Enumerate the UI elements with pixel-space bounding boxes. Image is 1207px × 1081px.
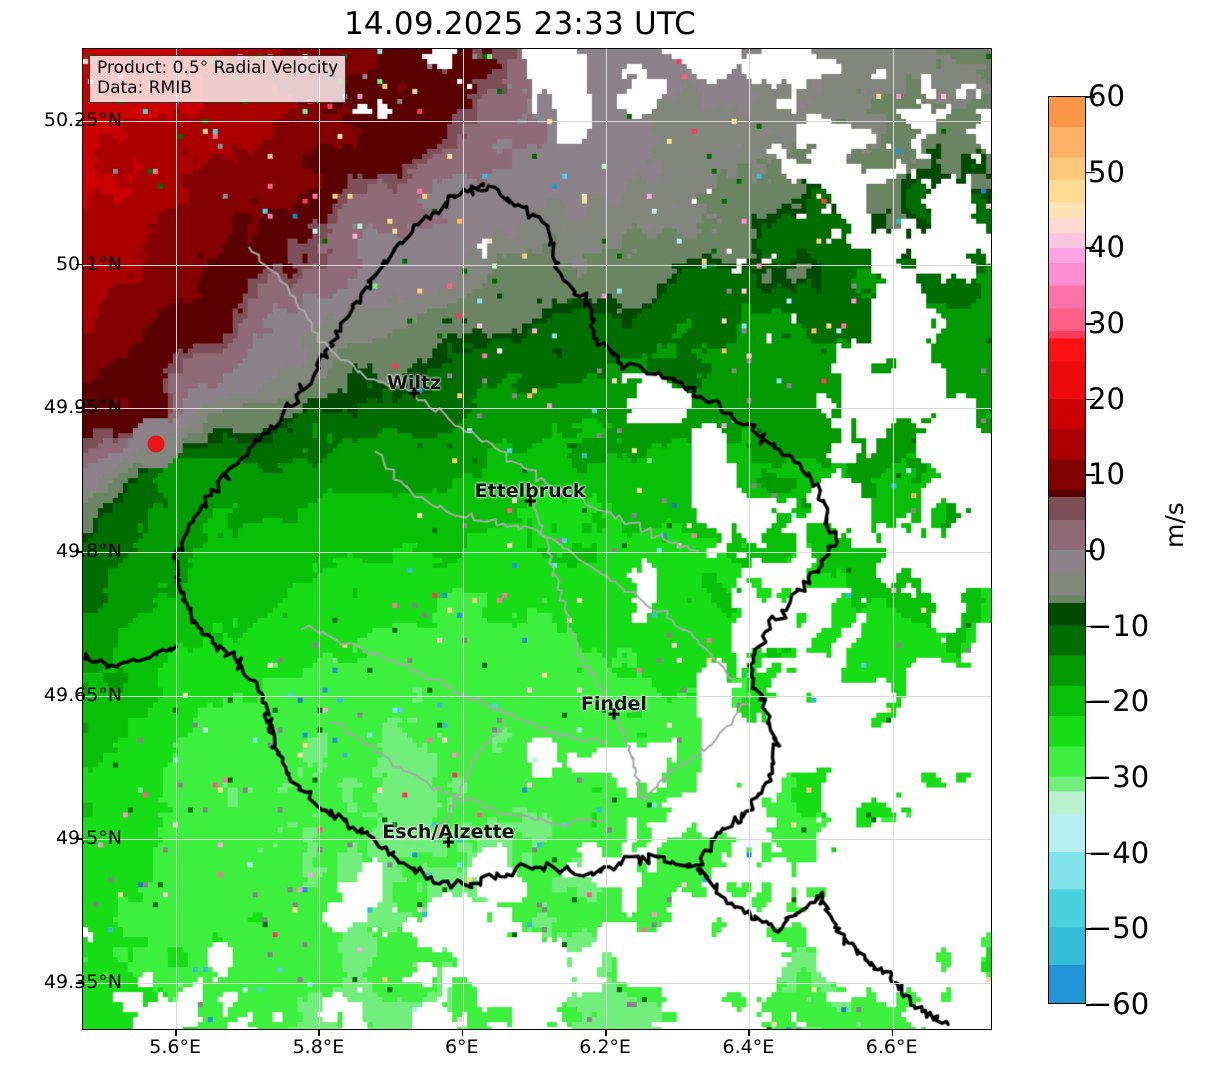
y-axis-tick-label: 49.35°N xyxy=(43,971,122,994)
gridline-horizontal xyxy=(83,408,991,410)
gridline-vertical xyxy=(462,49,464,1029)
colorbar-tickmark xyxy=(1086,625,1095,628)
y-tickmark xyxy=(76,694,82,697)
x-tickmark xyxy=(175,1030,177,1036)
city-label-esch-alzette: Esch/Alzette xyxy=(382,821,515,844)
colorbar-tick-label: 60 xyxy=(1088,79,1125,113)
y-tickmark xyxy=(76,982,82,984)
x-axis-tick-label: 5.8°E xyxy=(292,1036,345,1058)
x-axis-tick-label: 6.4°E xyxy=(722,1036,775,1058)
gridline-vertical xyxy=(749,49,751,1029)
y-tickmark xyxy=(76,407,82,409)
colorbar-tick-label: 10 xyxy=(1088,457,1125,492)
x-tickmark xyxy=(318,1030,321,1036)
colorbar-gradient xyxy=(1049,97,1085,1003)
y-axis-tick-label: 49.8°N xyxy=(55,539,122,562)
colorbar-tickmark xyxy=(1086,474,1095,476)
x-tickmark xyxy=(891,1030,894,1036)
city-marker-icon: ✚ xyxy=(523,492,537,511)
gridline-vertical xyxy=(319,49,321,1029)
colorbar-tickmark xyxy=(1086,550,1095,552)
velocity-colorbar xyxy=(1048,96,1086,1004)
colorbar-tickmark xyxy=(1086,777,1095,779)
city-label-findel: Findel xyxy=(580,692,647,715)
gridline-horizontal xyxy=(83,120,991,122)
gridline-vertical xyxy=(892,49,894,1029)
gridline-horizontal xyxy=(83,983,991,985)
colorbar-tick-label: −60 xyxy=(1088,987,1150,1021)
colorbar-tick-label: −50 xyxy=(1088,911,1150,946)
y-axis-tick-label: 49.5°N xyxy=(55,827,122,850)
legend-data-line: Data: RMIB xyxy=(97,77,192,98)
x-tickmark xyxy=(461,1030,464,1036)
city-marker-icon: ✚ xyxy=(442,833,455,852)
colorbar-tickmark xyxy=(1086,1004,1095,1006)
gridline-vertical xyxy=(176,49,178,1029)
colorbar-tickmark xyxy=(1086,928,1095,930)
x-tickmark xyxy=(605,1030,607,1036)
colorbar-tickmark xyxy=(1086,96,1095,98)
product-legend-box: Product: 0.5° Radial Velocity Data: RMIB xyxy=(89,55,347,104)
colorbar-tickmark xyxy=(1086,398,1095,401)
colorbar-tick-label: 0 xyxy=(1088,533,1107,567)
page-title: 14.09.2025 23:33 UTC xyxy=(344,6,696,42)
y-axis-tick-label: 50.25°N xyxy=(43,108,122,131)
radar-map-panel[interactable]: Wiltz ✚ Ettelbruck ✚ Findel ✚ Esch/Alzette ✚ Pr… xyxy=(82,48,992,1030)
y-axis-tick-label: 50.1°N xyxy=(55,252,122,275)
x-axis-tick-label: 6.6°E xyxy=(865,1036,918,1058)
gridline-horizontal xyxy=(83,695,991,697)
colorbar-tick-label: 30 xyxy=(1088,306,1125,340)
gridline-horizontal xyxy=(83,839,991,841)
city-label-wiltz: Wiltz xyxy=(386,371,442,394)
colorbar-tick-label: −30 xyxy=(1088,760,1150,794)
x-axis-tick-label: 6.2°E xyxy=(579,1036,631,1058)
y-tickmark xyxy=(76,263,82,266)
colorbar-tickmark xyxy=(1086,171,1095,174)
colorbar-tick-label: 50 xyxy=(1088,154,1125,189)
y-tickmark xyxy=(76,119,82,122)
colorbar-tick-label: 20 xyxy=(1088,381,1125,416)
colorbar-tickmark xyxy=(1086,323,1095,325)
colorbar-unit-label: m/s xyxy=(1160,502,1189,548)
radar-site-marker xyxy=(147,435,165,453)
y-axis-tick-label: 49.95°N xyxy=(43,396,122,419)
radar-reflectivity-canvas xyxy=(83,49,991,1029)
x-tickmark xyxy=(748,1030,750,1036)
colorbar-tickmark xyxy=(1086,701,1095,703)
legend-product-line: Product: 0.5° Radial Velocity xyxy=(97,58,339,78)
city-marker-icon: ✚ xyxy=(407,384,421,403)
y-axis-tick-label: 49.65°N xyxy=(43,683,122,706)
colorbar-tickmark xyxy=(1086,247,1095,249)
colorbar-tick-label: −10 xyxy=(1088,608,1150,643)
colorbar-tick-label: −20 xyxy=(1088,684,1150,719)
colorbar-tick-label: −40 xyxy=(1088,835,1150,870)
x-axis-tick-label: 5.6°E xyxy=(149,1036,202,1058)
y-tickmark xyxy=(76,550,82,553)
y-tickmark xyxy=(76,838,82,840)
city-marker-icon: ✚ xyxy=(607,705,621,724)
colorbar-tick-label: 40 xyxy=(1088,230,1125,265)
gridline-horizontal xyxy=(83,551,991,553)
x-axis-tick-label: 6°E xyxy=(444,1036,479,1058)
gridline-horizontal xyxy=(83,264,991,266)
colorbar-tickmark xyxy=(1086,852,1095,855)
city-label-ettelbruck: Ettelbruck xyxy=(474,480,586,503)
gridline-vertical xyxy=(606,49,608,1029)
